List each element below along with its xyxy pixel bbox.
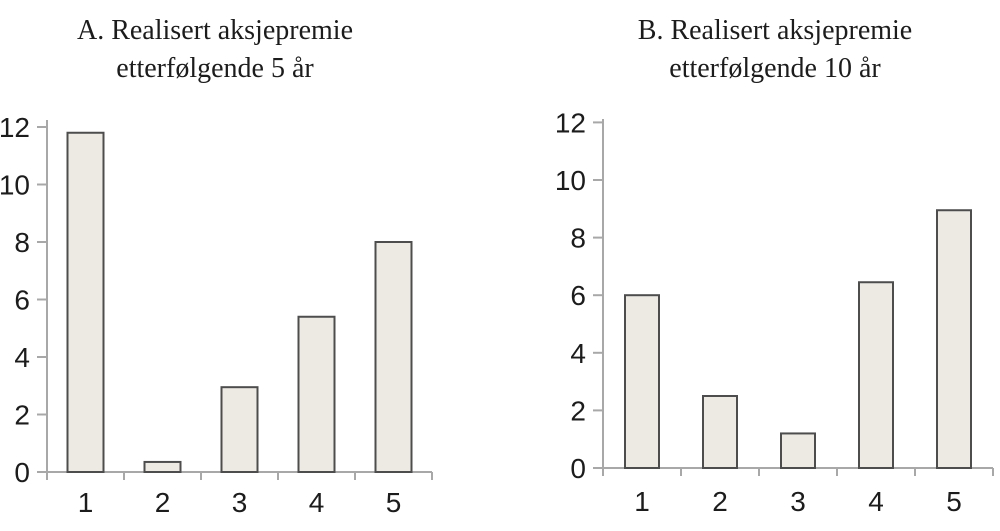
chart-panel-b: B. Realisert aksjepremie etterfølgende 1… [500, 0, 1000, 531]
bar-1 [66, 131, 105, 473]
y-tick-label: 6 [14, 285, 30, 316]
bar-4 [858, 281, 894, 469]
y-tick-label: 0 [14, 457, 30, 488]
y-tick-label: 8 [14, 227, 30, 258]
y-tick-label: 6 [570, 280, 586, 311]
y-tick-label: 4 [570, 338, 586, 369]
chart-title-a-line1: A. Realisert aksjepremie [76, 15, 353, 46]
x-tick-label: 2 [712, 486, 728, 517]
x-tick-label: 3 [232, 487, 248, 518]
bar-2 [702, 395, 738, 469]
bar-5 [374, 241, 413, 473]
chart-title-a: A. Realisert aksjepremie etterfølgende 5… [25, 12, 405, 88]
chart-title-b-line2: etterfølgende 10 år [669, 53, 881, 84]
y-tick-label: 12 [0, 112, 30, 143]
x-tick-label: 1 [634, 486, 650, 517]
chart-title-b: B. Realisert aksjepremie etterfølgende 1… [585, 12, 965, 88]
y-tick-label: 10 [0, 170, 30, 201]
chart-title-a-line2: etterfølgende 5 år [116, 53, 314, 84]
bar-3 [220, 386, 259, 473]
x-tick-label: 3 [790, 486, 806, 517]
y-tick-label: 0 [570, 453, 586, 484]
chart-title-b-line1: B. Realisert aksjepremie [637, 15, 913, 46]
bar-1 [624, 294, 660, 470]
y-tick-label: 2 [14, 400, 30, 431]
x-tick-label: 4 [868, 486, 884, 517]
bar-5 [936, 209, 972, 470]
y-tick-label: 8 [570, 223, 586, 254]
bar-4 [297, 315, 336, 473]
x-tick-label: 1 [78, 487, 94, 518]
y-tick-label: 10 [555, 165, 586, 196]
y-tick-label: 4 [14, 342, 30, 373]
bar-2 [143, 460, 182, 473]
chart-panel-a: A. Realisert aksjepremie etterfølgende 5… [0, 12, 433, 518]
bar-3 [780, 432, 816, 470]
x-tick-label: 5 [946, 486, 962, 517]
y-tick-label: 2 [570, 395, 586, 426]
x-tick-label: 2 [155, 487, 171, 518]
x-tick-label: 4 [309, 487, 325, 518]
x-tick-label: 5 [386, 487, 402, 518]
y-tick-label: 12 [555, 107, 586, 138]
